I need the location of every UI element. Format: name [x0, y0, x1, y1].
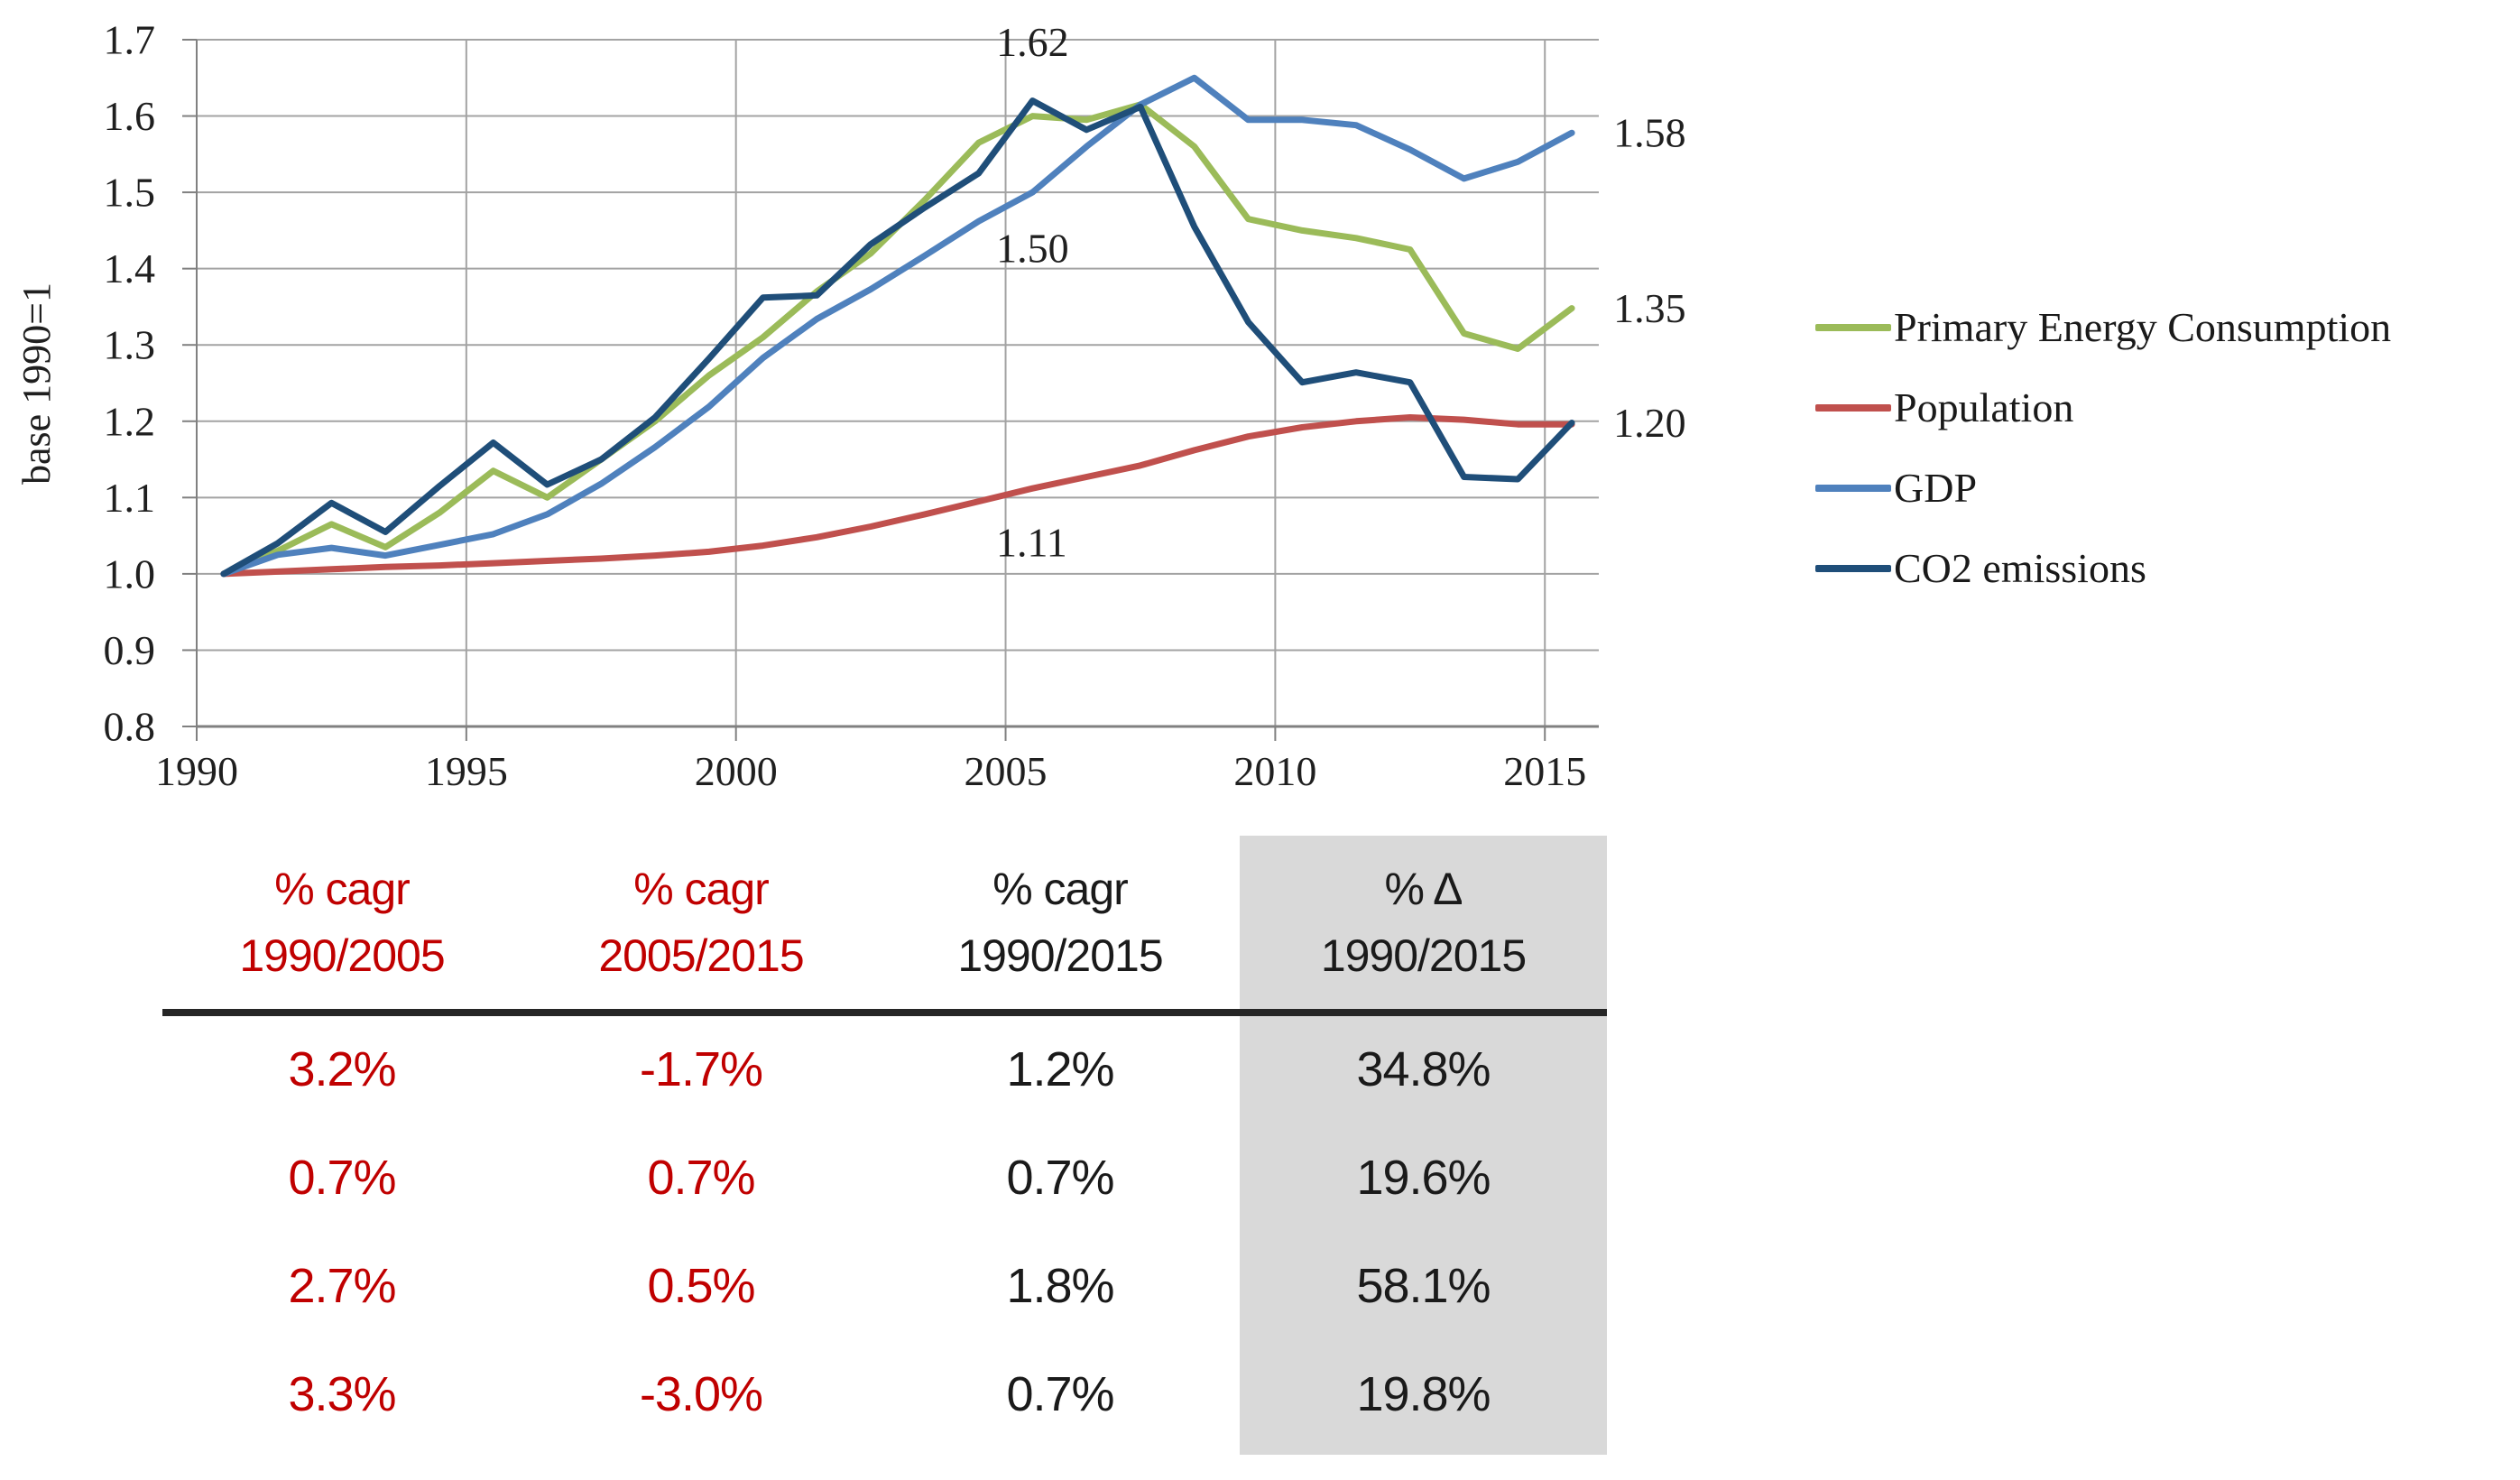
legend-label: Primary Energy Consumption	[1894, 304, 2392, 350]
svg-text:1995: 1995	[425, 748, 508, 794]
svg-text:base 1990=1: base 1990=1	[14, 282, 59, 485]
table-cell: 0.7%	[288, 1151, 396, 1205]
svg-text:1.62: 1.62	[996, 19, 1069, 65]
table-header-row: % cagr 1990/2005 % cagr 2005/2015 % cagr…	[162, 856, 1607, 989]
gdp-line-swatch-icon	[1815, 484, 1891, 492]
svg-text:1990: 1990	[155, 748, 238, 794]
table-cell: 19.6%	[1356, 1151, 1491, 1205]
header-line: % cagr	[274, 864, 411, 914]
header-delta-1990-2015: % Δ 1990/2015	[1240, 856, 1607, 989]
svg-text:1.2: 1.2	[104, 398, 156, 444]
co2-line-swatch-icon	[1815, 564, 1891, 572]
table-cell: 0.7%	[1006, 1151, 1114, 1205]
header-cagr-1990-2005: % cagr 1990/2005	[162, 856, 522, 989]
svg-text:1.6: 1.6	[104, 93, 156, 139]
header-line: 1990/2005	[239, 930, 445, 981]
highlight-column-band	[1240, 836, 1607, 1455]
svg-text:0.9: 0.9	[104, 627, 156, 673]
svg-text:1.1: 1.1	[104, 475, 156, 521]
header-line: 1990/2015	[1320, 930, 1527, 981]
header-line: % Δ	[1384, 864, 1463, 914]
svg-text:2010: 2010	[1233, 748, 1316, 794]
header-cagr-1990-2015: % cagr 1990/2015	[881, 856, 1240, 989]
table-cell: 3.2%	[288, 1042, 396, 1096]
table-cell: 58.1%	[1356, 1259, 1491, 1313]
table-cell: 19.8%	[1356, 1367, 1491, 1421]
legend-label: CO2 emissions	[1894, 545, 2146, 591]
table-cell: 0.7%	[1006, 1367, 1114, 1421]
population-line-swatch-icon	[1815, 403, 1891, 412]
svg-text:2005: 2005	[965, 748, 1048, 794]
svg-text:2015: 2015	[1503, 748, 1586, 794]
legend-item-gdp: GDP	[1815, 448, 2391, 528]
table-cell: -3.0%	[639, 1367, 763, 1421]
svg-text:1.7: 1.7	[104, 17, 156, 63]
chart-legend: Primary Energy Consumption Population GD…	[1815, 287, 2391, 608]
table-cell: -1.7%	[639, 1042, 763, 1096]
table-header-rule	[162, 1009, 1607, 1016]
table-cell: 1.8%	[1006, 1259, 1114, 1313]
svg-text:1.0: 1.0	[104, 550, 156, 597]
primary-energy-line-swatch-icon	[1815, 323, 1891, 331]
svg-text:0.8: 0.8	[104, 704, 156, 750]
svg-text:1.20: 1.20	[1613, 400, 1686, 446]
header-line: 2005/2015	[598, 930, 804, 981]
legend-item-population: Population	[1815, 367, 2391, 448]
table-cell: 3.3%	[288, 1367, 396, 1421]
table-body: 3.2% -1.7% 1.2% 34.8% 0.7% 0.7% 0.7% 19.…	[162, 1015, 1607, 1448]
svg-text:2000: 2000	[695, 748, 778, 794]
table-cell: 1.2%	[1006, 1042, 1114, 1096]
svg-text:1.50: 1.50	[996, 226, 1069, 272]
legend-item-primary-energy: Primary Energy Consumption	[1815, 287, 2391, 367]
svg-text:1.5: 1.5	[104, 170, 156, 216]
svg-text:1.58: 1.58	[1613, 110, 1686, 156]
header-line: % cagr	[992, 864, 1129, 914]
legend-label: GDP	[1894, 465, 1978, 511]
legend-label: Population	[1894, 384, 2074, 430]
table-cell: 34.8%	[1356, 1042, 1491, 1096]
table-cell: 2.7%	[288, 1259, 396, 1313]
svg-text:1.11: 1.11	[996, 520, 1067, 566]
svg-text:1.3: 1.3	[104, 322, 156, 368]
cagr-table: % cagr 1990/2005 % cagr 2005/2015 % cagr…	[162, 836, 1607, 1458]
header-cagr-2005-2015: % cagr 2005/2015	[522, 856, 881, 989]
header-line: % cagr	[633, 864, 770, 914]
header-line: 1990/2015	[957, 930, 1163, 981]
table-cell: 0.5%	[647, 1259, 755, 1313]
table-cell: 0.7%	[647, 1151, 755, 1205]
svg-text:1.35: 1.35	[1613, 285, 1686, 331]
legend-item-co2: CO2 emissions	[1815, 528, 2391, 608]
svg-text:1.4: 1.4	[104, 245, 156, 291]
